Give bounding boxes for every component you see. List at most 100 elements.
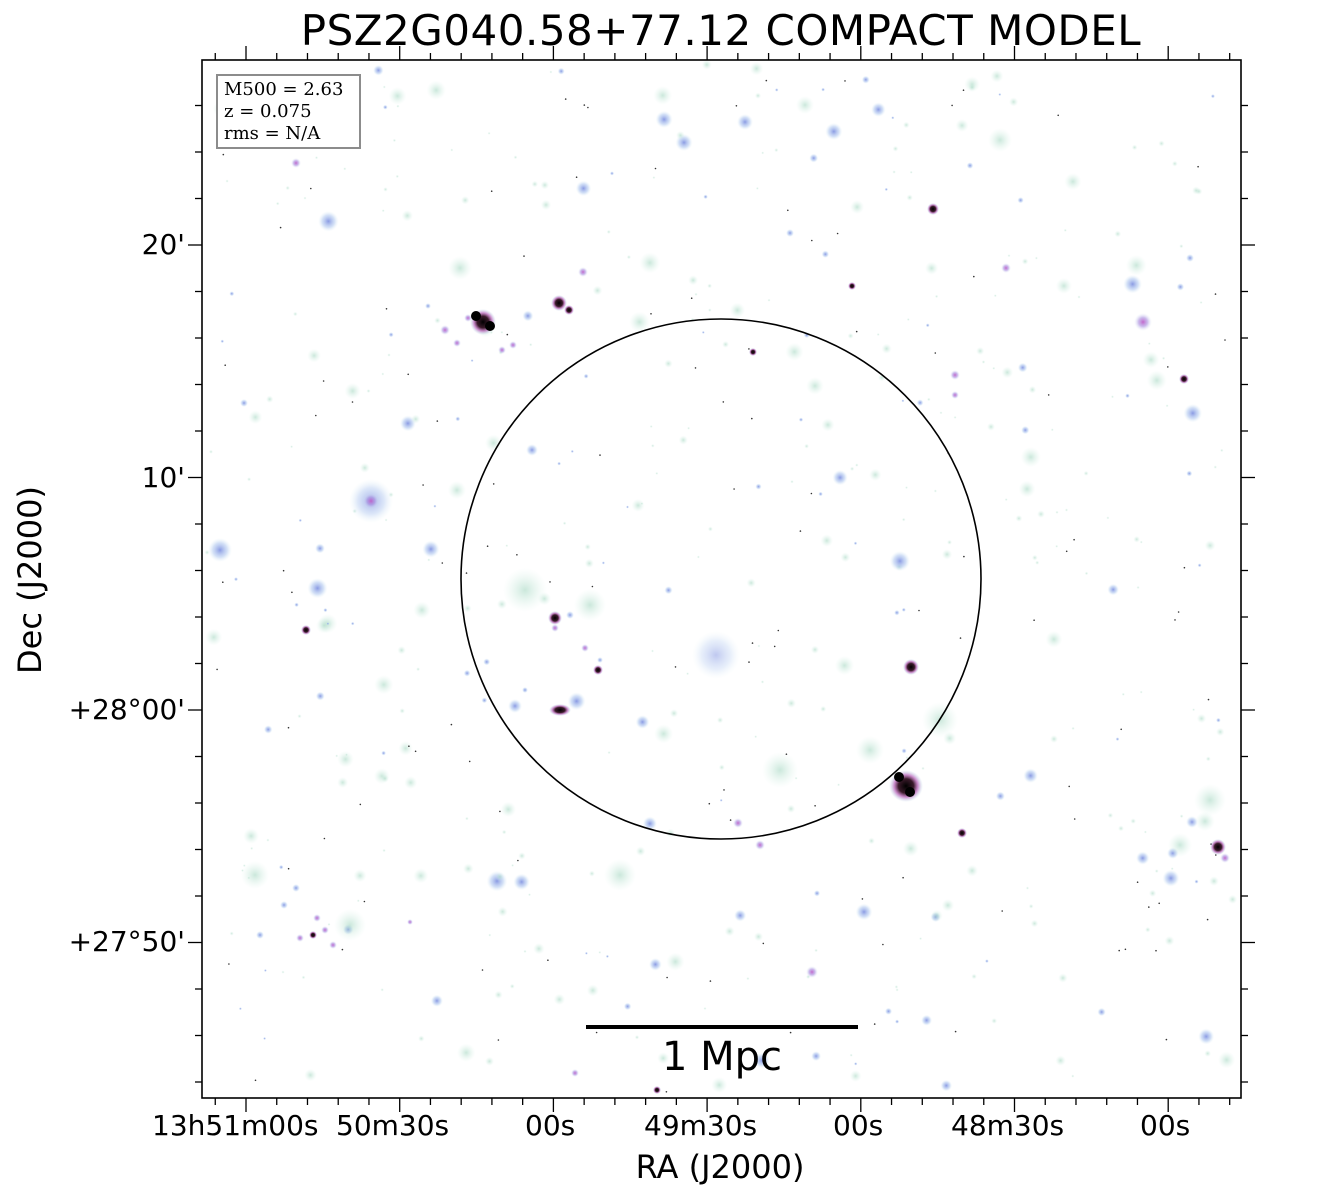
faint-source xyxy=(1107,583,1119,596)
faint-source xyxy=(811,1051,822,1062)
point-source xyxy=(291,591,293,594)
faint-source xyxy=(323,608,328,613)
faint-source xyxy=(930,909,943,922)
faint-source xyxy=(905,756,909,760)
faint-source xyxy=(250,846,254,851)
x-tick-label: 00s xyxy=(1140,1109,1191,1142)
faint-source xyxy=(861,75,870,84)
faint-source xyxy=(314,156,319,160)
faint-source xyxy=(1171,160,1178,167)
faint-source xyxy=(553,993,566,1006)
faint-source xyxy=(356,899,360,903)
point-source xyxy=(481,969,484,971)
faint-source xyxy=(278,864,284,870)
faint-source xyxy=(1050,735,1058,743)
faint-source xyxy=(1218,1051,1236,1069)
point-source xyxy=(1174,619,1176,621)
faint-source xyxy=(1034,256,1038,260)
bright-sources xyxy=(301,203,1226,1094)
faint-source xyxy=(1197,563,1202,568)
point-source xyxy=(282,569,285,572)
faint-source xyxy=(233,577,239,582)
faint-source xyxy=(634,1035,640,1040)
point-source xyxy=(465,572,468,574)
faint-source xyxy=(669,709,679,718)
faint-source xyxy=(395,174,399,179)
faint-source xyxy=(1063,228,1067,232)
faint-source xyxy=(1111,395,1114,399)
point-source xyxy=(951,104,953,107)
faint-source xyxy=(557,461,561,466)
faint-source xyxy=(798,417,804,422)
faint-source xyxy=(786,698,796,708)
faint-source xyxy=(1004,498,1008,502)
faint-source xyxy=(500,801,516,818)
faint-source xyxy=(327,922,331,926)
faint-source xyxy=(716,716,724,724)
faint-source xyxy=(488,933,492,937)
point-source xyxy=(963,555,965,558)
faint-source xyxy=(1228,894,1238,905)
faint-source xyxy=(895,988,899,992)
point-source xyxy=(751,417,753,420)
plot-frame xyxy=(201,59,1242,1099)
point-source xyxy=(1214,293,1217,295)
faint-source xyxy=(761,151,765,155)
faint-source xyxy=(381,209,385,213)
point-source xyxy=(959,637,962,639)
faint-source xyxy=(901,607,906,612)
faint-source xyxy=(243,828,259,844)
faint-source xyxy=(290,445,294,449)
faint-source xyxy=(528,893,531,897)
faint-source xyxy=(509,983,515,989)
faint-source xyxy=(753,932,764,942)
point-source xyxy=(873,1023,876,1025)
faint-source xyxy=(1123,274,1142,294)
point-source xyxy=(654,167,657,170)
faint-source xyxy=(642,816,658,831)
point-source xyxy=(1177,611,1180,613)
faint-source xyxy=(1186,470,1193,477)
faint-source xyxy=(229,931,234,936)
faint-source xyxy=(1064,173,1082,191)
point-source xyxy=(323,837,326,840)
faint-source xyxy=(1220,448,1224,453)
faint-source xyxy=(891,116,895,120)
faint-source xyxy=(749,61,764,76)
faint-source xyxy=(531,180,539,188)
faint-source xyxy=(549,70,553,74)
faint-source xyxy=(387,353,391,357)
point-source xyxy=(650,313,652,315)
point-source xyxy=(751,642,754,644)
faint-source xyxy=(1121,692,1125,696)
faint-source xyxy=(1077,295,1081,299)
faint-source xyxy=(1165,404,1169,408)
point-source xyxy=(224,364,226,367)
faint-source xyxy=(1183,403,1203,423)
faint-source xyxy=(724,926,735,937)
point-source xyxy=(789,1031,792,1034)
faint-source xyxy=(1025,886,1030,890)
faint-source xyxy=(1176,283,1185,291)
faint-source xyxy=(790,480,794,484)
faint-source xyxy=(990,69,1004,83)
redshift-label: z = 0.075 xyxy=(224,101,312,122)
faint-source xyxy=(849,1070,862,1082)
faint-source xyxy=(902,840,919,857)
faint-source xyxy=(220,339,225,344)
point-source xyxy=(1124,948,1127,951)
faint-source xyxy=(889,550,911,572)
faint-source xyxy=(586,984,599,997)
point-source xyxy=(490,190,493,192)
faint-source xyxy=(947,539,952,545)
faint-source xyxy=(465,816,469,821)
faint-source xyxy=(1097,1007,1106,1017)
faint-source xyxy=(734,909,747,922)
faint-source xyxy=(1050,428,1054,432)
faint-source xyxy=(901,399,905,403)
faint-source xyxy=(837,783,841,787)
faint-source xyxy=(301,975,306,980)
faint-source xyxy=(584,558,594,569)
faint-source xyxy=(418,1035,425,1042)
point-source xyxy=(1073,818,1076,820)
